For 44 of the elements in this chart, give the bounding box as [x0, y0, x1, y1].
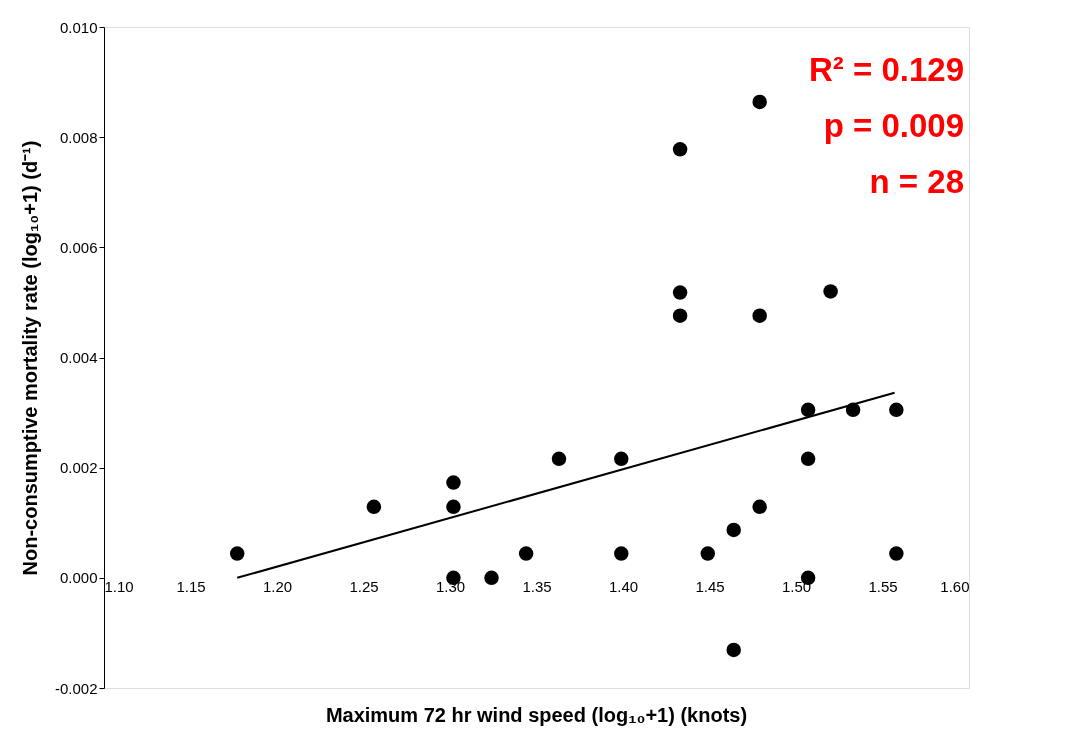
point — [726, 642, 741, 658]
y-axis-title: Non-consumptive mortality rate (log₁₀+1) (d⁻¹) — [18, 140, 41, 576]
x-tick-label: 1.40 — [608, 578, 639, 596]
point — [366, 499, 382, 515]
point — [518, 546, 534, 561]
y-tick-label: -0.002 — [54, 679, 98, 697]
point — [889, 402, 904, 418]
point — [614, 546, 629, 561]
point — [752, 94, 767, 110]
point — [672, 285, 688, 300]
point — [823, 284, 838, 299]
annotation: p = 0.009 — [823, 107, 964, 144]
point — [484, 570, 499, 586]
y-tick-label: 0.008 — [59, 128, 98, 146]
y-tick-label: 0.006 — [59, 238, 98, 256]
annotation: n = 28 — [869, 163, 964, 200]
y-tick-label: 0.004 — [59, 349, 98, 366]
x-tick-label: 1.10 — [104, 578, 134, 596]
x-tick-label: 1.60 — [940, 578, 970, 596]
point — [614, 451, 629, 467]
point — [672, 308, 688, 323]
point — [700, 546, 716, 561]
y-tick-label: 0.002 — [59, 459, 98, 477]
point — [446, 499, 461, 515]
x-axis-title: Maximum 72 hr wind speed (log₁₀+1) (knots) — [325, 704, 748, 726]
x-tick-label: 1.20 — [262, 578, 293, 596]
point — [800, 451, 816, 467]
y-tick-label: 0.000 — [59, 569, 98, 587]
point — [229, 546, 245, 561]
point — [752, 308, 767, 323]
point — [726, 522, 741, 538]
x-tick-label: 1.15 — [176, 578, 206, 596]
point — [672, 142, 688, 157]
y-tick-label: 0.010 — [59, 18, 98, 36]
point — [446, 475, 461, 490]
point — [551, 451, 567, 467]
x-tick-label: 1.45 — [695, 578, 725, 596]
x-tick-label: 1.25 — [349, 578, 379, 596]
x-tick-label: 1.35 — [522, 578, 552, 596]
point — [889, 546, 904, 561]
point — [752, 499, 767, 515]
x-tick-label: 1.55 — [868, 578, 898, 596]
annotation: R² = 0.129 — [808, 51, 964, 88]
point — [800, 402, 816, 418]
